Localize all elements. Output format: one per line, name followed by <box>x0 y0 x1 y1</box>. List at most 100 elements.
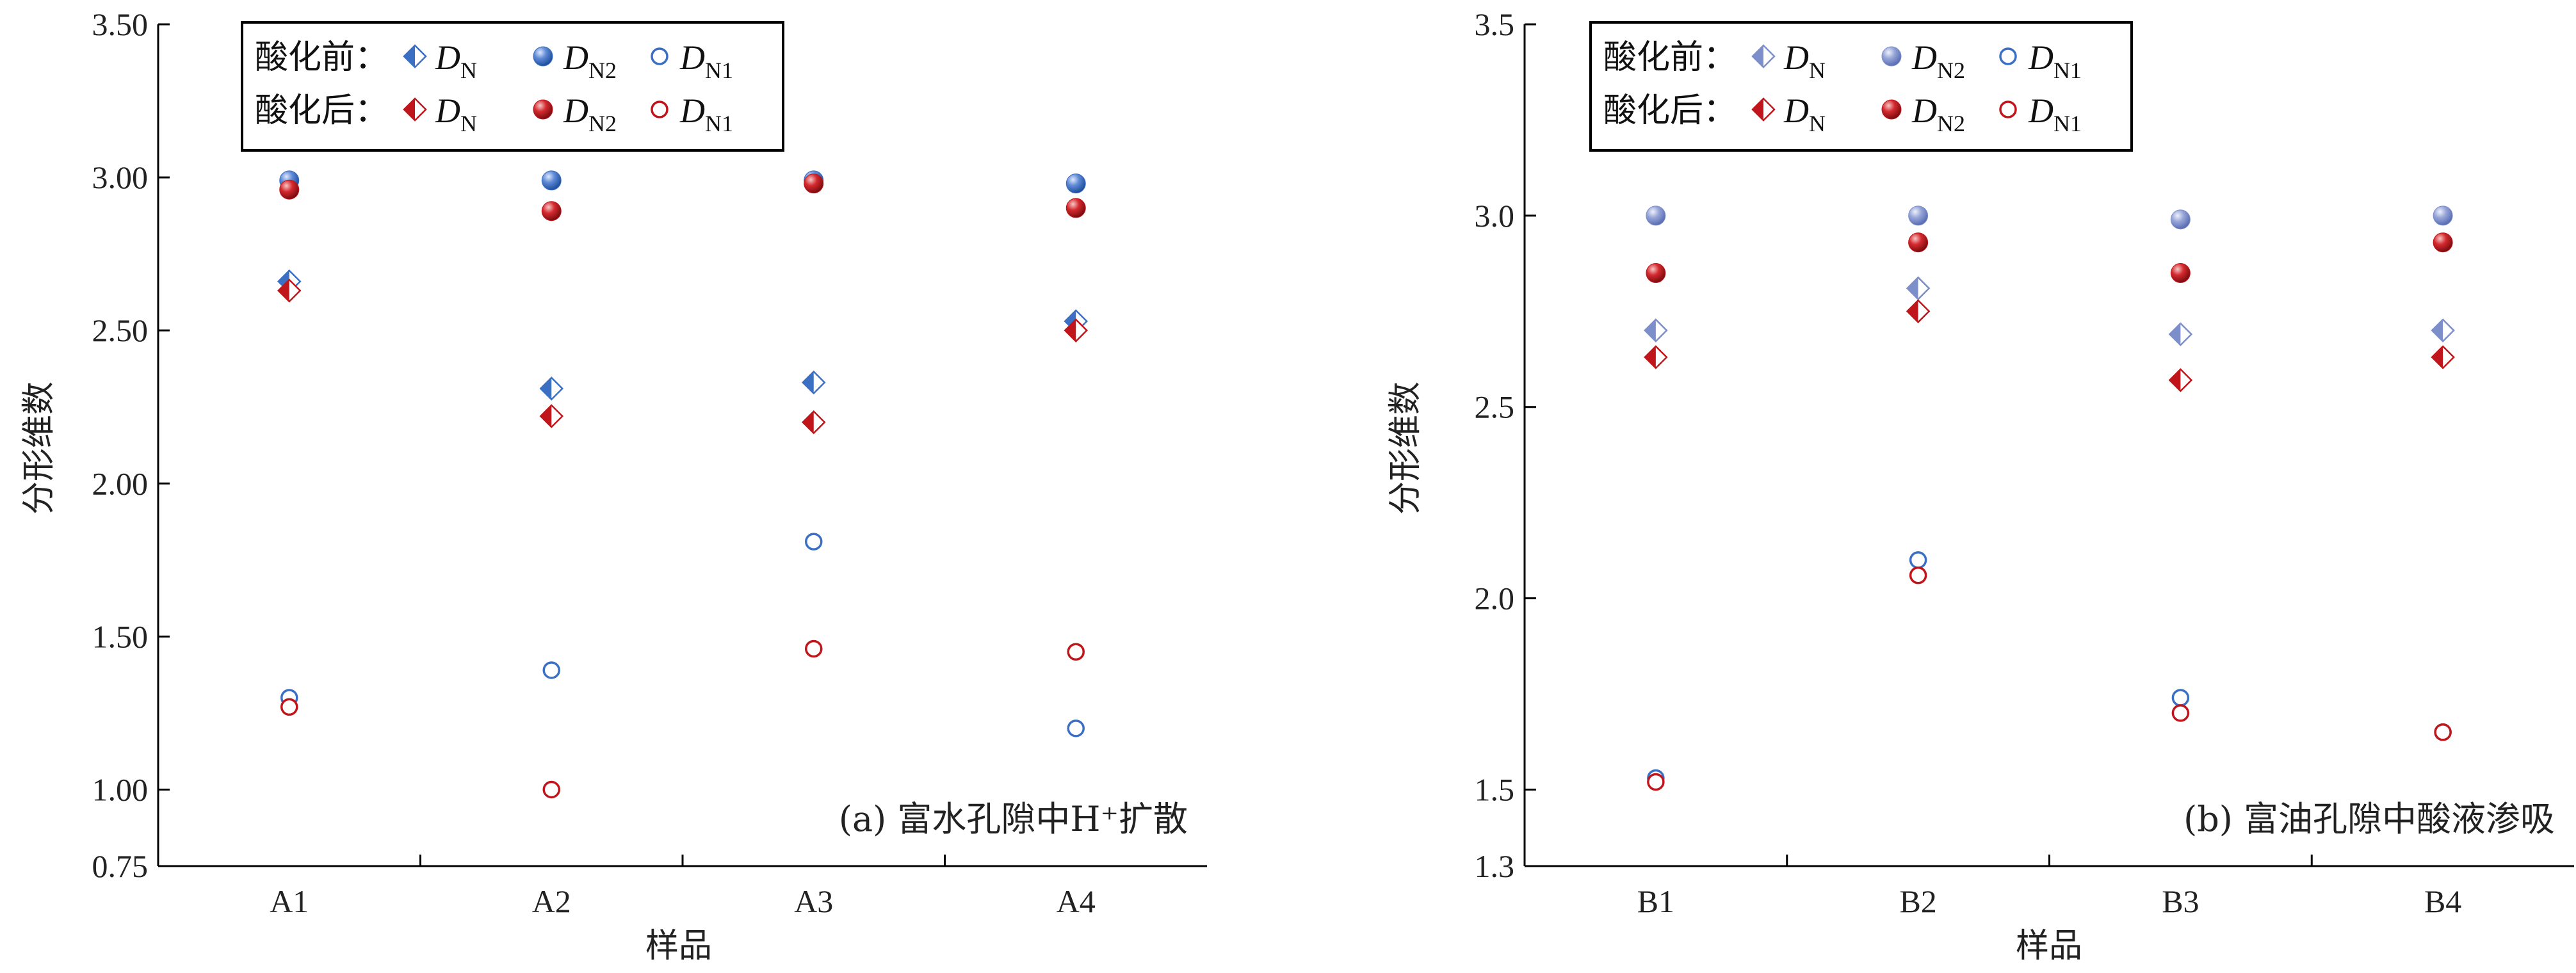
legend-marker <box>403 44 427 68</box>
data-point-ball <box>279 179 300 200</box>
legend-symbol-label: DN2 <box>563 38 617 83</box>
panel-annotation-a: (a) 富水孔隙中H⁺扩散 <box>839 799 1188 839</box>
y-tick-label: 0.75 <box>92 848 149 884</box>
y-tick-label: 1.50 <box>92 618 149 654</box>
legend-row-label-before-a: 酸化前： <box>255 38 388 77</box>
y-axis-title-a: 分形维数 <box>20 382 58 515</box>
data-point-diamond-half <box>2168 368 2193 392</box>
data-point-ball <box>541 170 562 191</box>
data-point-ball <box>1908 205 1929 226</box>
data-point-diamond-half <box>2168 322 2193 346</box>
data-point-ring <box>2434 723 2452 741</box>
y-tick-label: 3.0 <box>1475 198 1515 234</box>
legend-symbol-label: DN <box>435 92 477 136</box>
data-point-ball <box>1646 205 1666 226</box>
x-tick-label: B1 <box>1637 883 1674 919</box>
data-point-ball <box>1065 198 1086 218</box>
x-tick-label: A3 <box>794 883 833 919</box>
x-tick-label: B3 <box>2162 883 2199 919</box>
legend-symbol-label: DN2 <box>1911 92 1965 136</box>
data-point-ring <box>1909 566 1927 584</box>
legend-marker <box>403 97 427 122</box>
legend-box-a <box>241 21 784 152</box>
x-axis-title-b: 样品 <box>2016 927 2082 965</box>
x-tick-label: A4 <box>1057 883 1096 919</box>
data-point-ring <box>805 533 823 551</box>
y-tick-label: 2.5 <box>1475 389 1515 425</box>
legend-a: 酸化前： 酸化后： DN DN2 DN1 DN DN2 DN1 <box>241 21 784 152</box>
legend-row-label-after-b: 酸化后： <box>1603 92 1737 130</box>
y-tick-label: 2.50 <box>92 312 149 348</box>
y-axis-title-b: 分形维数 <box>1386 382 1425 515</box>
y-tick-label: 3.50 <box>92 6 149 42</box>
legend-marker <box>651 101 668 118</box>
legend-box-b <box>1589 21 2133 152</box>
data-point-ball <box>541 201 562 221</box>
y-tick-label: 1.3 <box>1475 848 1515 884</box>
panel-annotation-b: (b) 富油孔隙中酸液渗吸 <box>2183 799 2555 839</box>
legend-marker <box>1881 99 1902 120</box>
legend-marker <box>1999 47 2017 65</box>
data-point-diamond-half <box>539 404 564 428</box>
data-point-ring <box>2171 689 2190 707</box>
data-point-ball <box>1908 232 1929 253</box>
data-point-diamond-half <box>801 410 826 435</box>
data-point-ball <box>804 173 824 194</box>
y-tick-label: 2.0 <box>1475 581 1515 616</box>
data-point-ring <box>805 639 823 658</box>
data-point-ring <box>542 661 560 679</box>
data-point-diamond-half <box>2431 318 2455 342</box>
legend-marker <box>1751 44 1776 68</box>
legend-symbol-label: DN <box>435 38 477 83</box>
y-tick-label: 2.00 <box>92 465 149 501</box>
data-point-ring <box>542 780 560 799</box>
y-tick-label: 1.5 <box>1475 771 1515 807</box>
legend-symbol-label: DN <box>1783 92 1826 136</box>
legend-symbol-label: DN1 <box>679 38 733 83</box>
legend-row-label-before-b: 酸化前： <box>1603 38 1737 77</box>
data-point-ring <box>280 698 298 716</box>
x-tick-label: A1 <box>270 883 309 919</box>
legend-symbol-label: DN1 <box>2028 38 2082 83</box>
data-point-diamond-half <box>1064 318 1089 342</box>
data-point-diamond-half <box>1906 276 1931 301</box>
data-point-diamond-half <box>277 278 302 303</box>
data-point-diamond-half <box>801 370 826 395</box>
legend-b: 酸化前： 酸化后： DN DN2 DN1 DN DN2 DN1 <box>1589 21 2133 152</box>
data-point-ball <box>1065 173 1086 194</box>
data-point-ring <box>1647 773 1665 791</box>
data-point-ball <box>2433 205 2453 226</box>
x-tick-label: B4 <box>2424 883 2461 919</box>
y-tick-label: 3.5 <box>1475 6 1515 42</box>
data-point-ring <box>2171 704 2190 722</box>
legend-symbol-label: DN <box>1783 38 1826 83</box>
legend-marker <box>1751 97 1776 122</box>
legend-marker <box>533 99 553 120</box>
legend-items-a: DN DN2 DN1 DN DN2 DN1 <box>403 38 733 136</box>
data-point-ball <box>2170 263 2191 284</box>
legend-row-label-after-a: 酸化后： <box>255 92 388 130</box>
legend-marker <box>1881 46 1902 67</box>
data-point-diamond-half <box>1906 299 1931 324</box>
legend-marker <box>1999 101 2017 118</box>
legend-symbol-label: DN2 <box>563 92 617 136</box>
data-point-diamond-half <box>539 376 564 401</box>
x-axis-title-a: 样品 <box>645 927 712 965</box>
chart-panel-a: 分形维数 样品 (a) 富水孔隙中H⁺扩散 0.75 1.00 1.50 2.00 2.… <box>20 6 1207 965</box>
legend-items-b: DN DN2 DN1 DN DN2 DN1 <box>1751 38 2082 136</box>
legend-symbol-label: DN1 <box>2028 92 2082 136</box>
data-point-ball <box>2433 232 2453 253</box>
y-tick-label: 3.00 <box>92 159 149 195</box>
data-point-diamond-half <box>1644 318 1668 342</box>
axis-ticks-b: 1.3 1.5 2.0 2.5 3.0 3.5 B1 B2 B3 B4 <box>1475 6 2574 919</box>
data-point-ring <box>1909 551 1927 569</box>
data-point-diamond-half <box>2431 345 2455 369</box>
axis-ticks-a: 0.75 1.00 1.50 2.00 2.50 3.00 3.50 A1 A2 A3 A4 <box>92 6 1207 919</box>
data-marks-a <box>277 170 1089 799</box>
chart-panel-b: 分形维数 样品 (b) 富油孔隙中酸液渗吸 1.3 1.5 2.0 2.5 3.0 3.5… <box>1386 6 2574 965</box>
legend-symbol-label: DN2 <box>1911 38 1965 83</box>
legend-marker <box>651 47 668 65</box>
data-point-diamond-half <box>1644 345 1668 369</box>
x-tick-label: B2 <box>1899 883 1936 919</box>
